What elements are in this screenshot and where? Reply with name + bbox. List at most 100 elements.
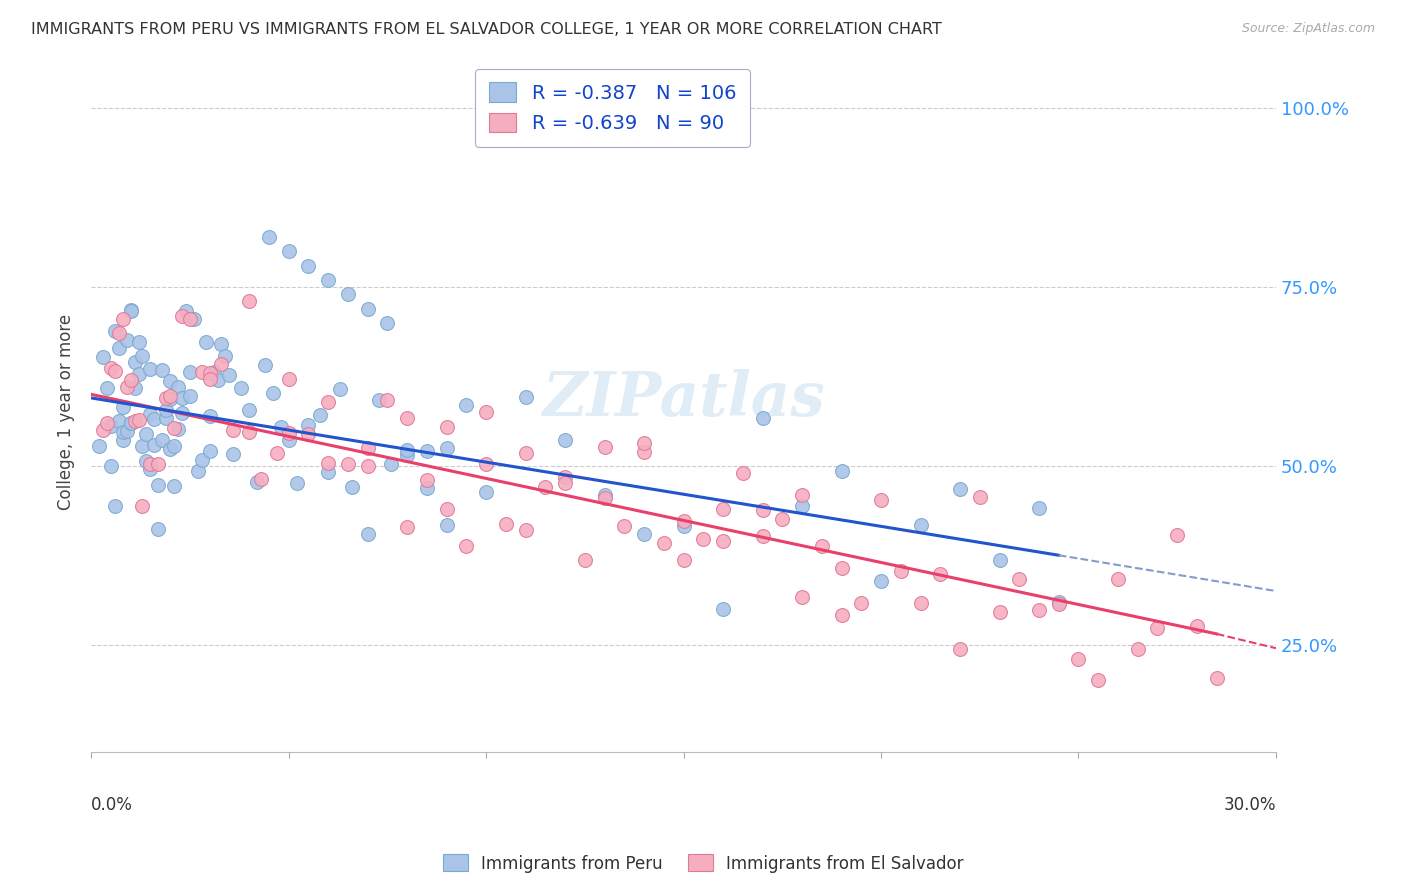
Point [159,389,181,403]
Point [790,488,813,502]
Point [120,417,142,431]
Point [100,419,122,434]
Legend: R = -0.387   N = 106, R = -0.639   N = 90: R = -0.387 N = 106, R = -0.639 N = 90 [475,69,749,146]
Point [120,302,142,317]
Text: ZIPatlas: ZIPatlas [543,368,825,429]
Text: 0.0%: 0.0% [91,796,134,814]
Point [356,527,378,541]
Point [111,434,134,448]
Point [250,472,273,486]
Point [198,372,221,386]
Point [1087,673,1109,688]
Point [456,398,478,412]
Point [1146,621,1168,635]
Point [202,365,225,379]
Point [416,444,439,458]
Point [190,453,212,467]
Point [150,362,173,376]
Point [790,500,813,514]
Point [100,458,122,473]
Point [929,567,952,582]
Point [187,464,209,478]
Point [1166,527,1188,541]
Point [115,333,138,347]
Point [198,444,221,458]
Point [100,360,122,375]
Point [711,534,734,549]
Point [179,365,201,379]
Point [316,456,339,470]
Point [633,445,655,459]
Point [277,372,299,386]
Point [870,493,893,508]
Point [356,441,378,455]
Point [253,359,276,373]
Point [198,409,221,423]
Point [890,564,912,578]
Point [179,389,201,403]
Point [139,407,162,421]
Point [751,502,773,516]
Point [96,416,118,430]
Point [495,517,517,532]
Point [810,540,832,554]
Point [111,400,134,414]
Text: Source: ZipAtlas.com: Source: ZipAtlas.com [1241,22,1375,36]
Point [396,448,419,462]
Point [87,439,110,453]
Point [949,482,972,496]
Point [155,392,177,406]
Point [120,416,142,430]
Point [711,602,734,616]
Point [1028,500,1050,515]
Point [336,287,359,301]
Point [222,447,245,461]
Point [436,501,458,516]
Point [107,326,129,340]
Point [143,412,166,426]
Point [672,514,695,528]
Point [148,522,170,536]
Point [368,393,391,408]
Point [262,385,284,400]
Point [316,465,339,479]
Point [277,244,299,259]
Point [128,334,150,349]
Point [831,607,853,622]
Text: IMMIGRANTS FROM PERU VS IMMIGRANTS FROM EL SALVADOR COLLEGE, 1 YEAR OR MORE CORR: IMMIGRANTS FROM PERU VS IMMIGRANTS FROM … [31,22,942,37]
Point [396,410,419,425]
Point [128,367,150,381]
Point [593,491,616,505]
Point [91,350,114,364]
Point [731,466,754,480]
Point [211,357,233,371]
Point [143,438,166,452]
Point [380,457,402,471]
Point [554,470,576,484]
Point [190,365,212,379]
Point [96,381,118,395]
Point [246,475,269,489]
Point [163,439,186,453]
Point [277,425,299,440]
Point [277,433,299,447]
Point [207,373,229,387]
Point [652,536,675,550]
Point [167,380,190,394]
Point [174,303,197,318]
Point [831,464,853,478]
Point [456,539,478,553]
Point [107,414,129,428]
Point [198,366,221,380]
Point [633,527,655,541]
Point [1185,618,1208,632]
Point [336,457,359,471]
Point [436,517,458,532]
Point [179,312,201,326]
Point [128,413,150,427]
Point [969,490,991,504]
Point [949,642,972,657]
Point [377,393,399,408]
Point [155,410,177,425]
Point [574,553,596,567]
